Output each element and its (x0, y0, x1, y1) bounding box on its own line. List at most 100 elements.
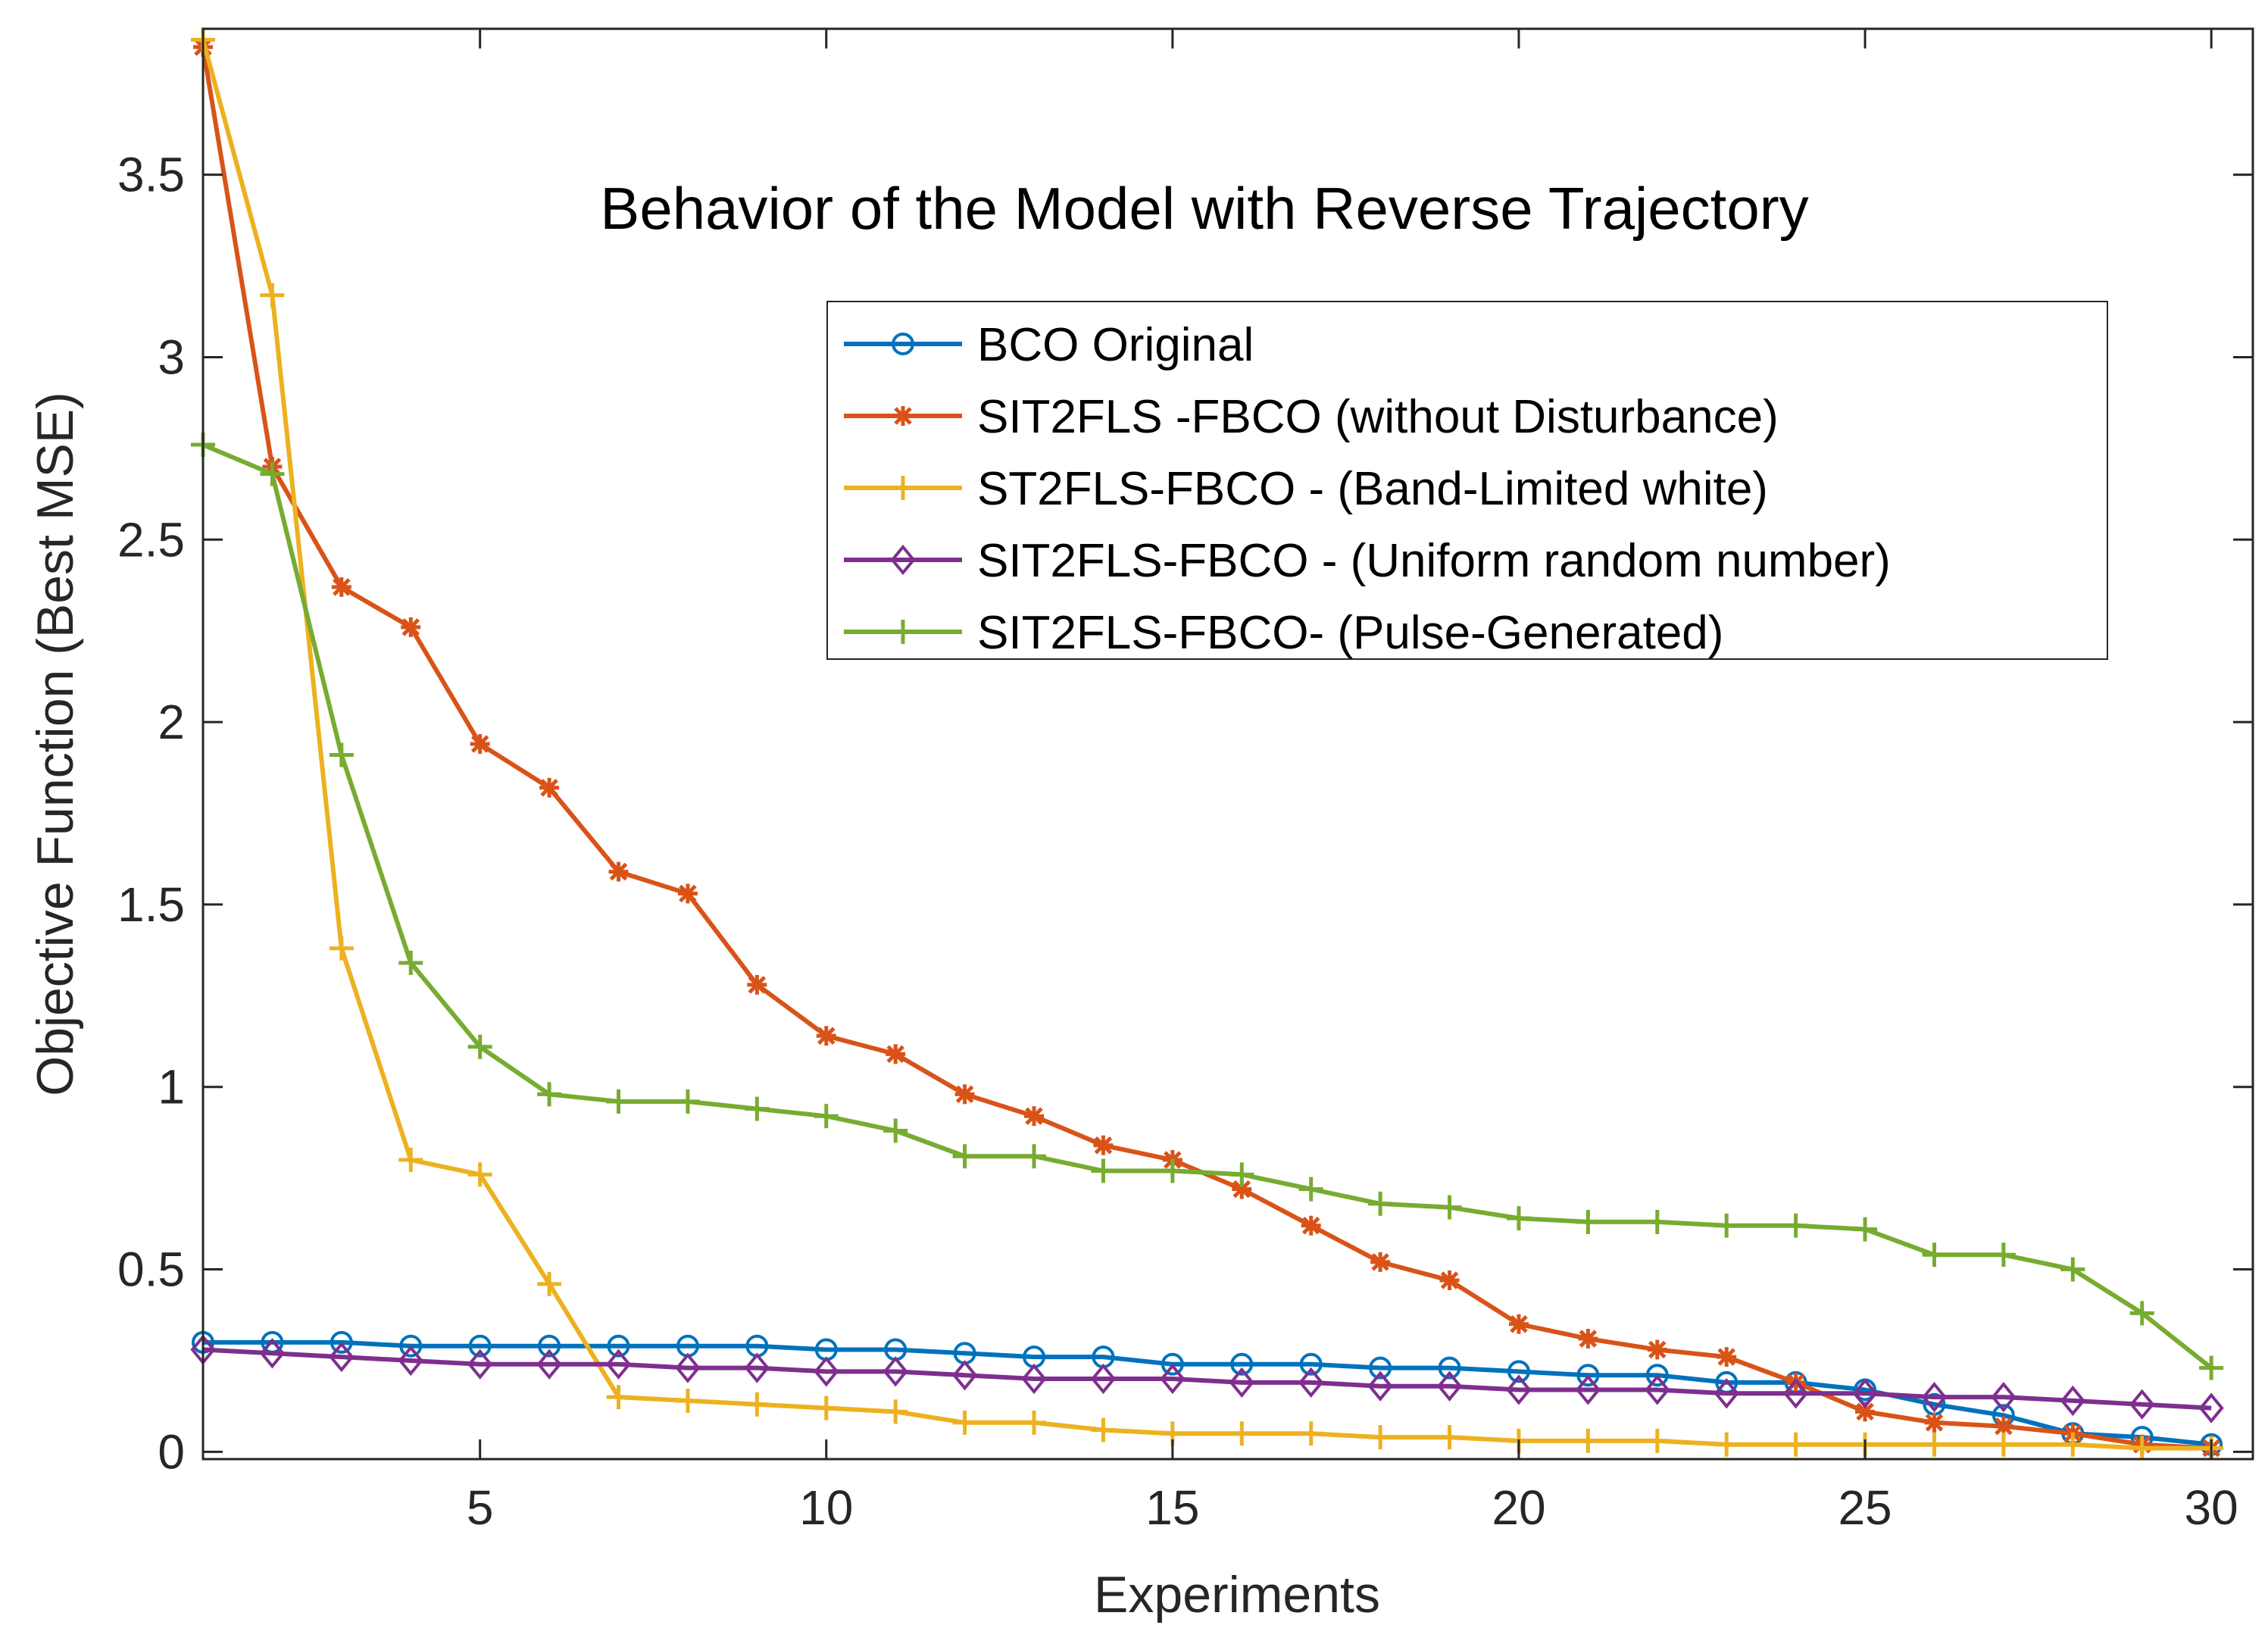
data-point (605, 1349, 632, 1380)
y-tick-label: 2.5 (117, 512, 185, 567)
data-point (745, 1096, 770, 1121)
data-point (260, 461, 285, 486)
data-point (1647, 1339, 1667, 1360)
data-point (1022, 1144, 1047, 1169)
data-point (1783, 1378, 1809, 1409)
data-point (1229, 1162, 1254, 1187)
data-point (1993, 1416, 2013, 1436)
data-point (1645, 1428, 1670, 1453)
x-tick-label: 10 (799, 1480, 853, 1535)
x-tick-label: 15 (1145, 1480, 1199, 1535)
axes-box (201, 27, 2254, 1461)
data-point (329, 1341, 355, 1373)
legend-marker (891, 620, 915, 644)
legend: BCO Original SIT2FLS -FBCO (without Distu… (826, 301, 2108, 660)
data-point (1229, 1421, 1254, 1446)
data-point (1506, 1206, 1531, 1231)
data-point (259, 1338, 286, 1369)
data-point (883, 1356, 908, 1387)
data-point (1783, 1432, 1808, 1457)
data-point (2199, 1355, 2224, 1380)
data-point (883, 1118, 908, 1143)
series-sit2fls-fbco-uniform-random-number (190, 1334, 2224, 1424)
data-point (606, 1089, 631, 1114)
data-point (1921, 1381, 1948, 1413)
legend-box (826, 301, 2108, 660)
data-point (2129, 1436, 2154, 1461)
data-point (537, 1082, 562, 1107)
data-point (952, 1144, 977, 1169)
data-point (745, 1392, 770, 1417)
y-tick-label: 2 (158, 695, 185, 749)
data-point (398, 1345, 423, 1377)
data-point (1091, 1158, 1116, 1183)
data-point (2129, 1389, 2155, 1420)
data-point (677, 883, 698, 904)
data-point (1717, 1347, 1737, 1367)
data-point (1714, 1213, 1739, 1238)
legend-marker (893, 406, 913, 426)
data-point (814, 1104, 839, 1129)
data-point (1093, 1135, 1114, 1155)
data-point (886, 1044, 906, 1064)
y-tick-label: 3 (158, 330, 185, 384)
legend-label: SIT2FLS-FBCO- (Pulse-Generated) (977, 607, 1723, 659)
data-point (1232, 1179, 1252, 1199)
data-point (329, 936, 354, 961)
data-point (1160, 1158, 1185, 1183)
data-point (1645, 1364, 1669, 1387)
data-point (536, 1349, 562, 1380)
data-point (330, 1330, 353, 1354)
x-tick-label: 30 (2185, 1480, 2238, 1535)
chart-title: Behavior of the Model with Reverse Traje… (600, 175, 1808, 242)
data-point (883, 1399, 908, 1424)
data-point (747, 974, 767, 995)
data-point (1852, 1378, 1878, 1409)
data-point (467, 1349, 493, 1380)
data-point (467, 1162, 492, 1187)
x-tick-label: 25 (1838, 1480, 1892, 1535)
data-point (398, 950, 423, 975)
data-point (1437, 1425, 1462, 1450)
y-tick-label: 1.5 (117, 877, 185, 932)
data-point (1439, 1270, 1460, 1290)
data-point (675, 1089, 700, 1114)
data-point (744, 1352, 770, 1383)
data-point (2198, 1392, 2224, 1424)
data-point (1922, 1432, 1947, 1457)
data-point (1091, 1417, 1116, 1442)
data-point (2060, 1432, 2085, 1457)
series-layer (190, 27, 2224, 1461)
data-point (2060, 1385, 2085, 1417)
y-axis-label: Objective Function (Best MSE) (27, 392, 84, 1096)
data-point (608, 861, 629, 882)
data-point (1853, 1217, 1878, 1242)
data-point (2060, 1257, 2085, 1282)
data-point (1298, 1177, 1323, 1202)
x-tick-label: 20 (1492, 1480, 1545, 1535)
series-sit2fls-fbco-pulse-generated (191, 433, 2224, 1380)
data-point (1645, 1374, 1670, 1405)
data-point (1575, 1374, 1601, 1405)
y-tick-label: 3.5 (117, 148, 185, 202)
data-point (1024, 1106, 1045, 1127)
legend-label: ST2FLS-FBCO - (Band-Limited white) (977, 463, 1768, 515)
data-point (1783, 1213, 1808, 1238)
data-point (675, 1388, 700, 1413)
legend-entry-bco-original: BCO Original (844, 319, 1254, 371)
legend-marker (890, 544, 916, 576)
data-point (606, 1385, 631, 1410)
data-point (1298, 1421, 1323, 1446)
data-point (470, 734, 490, 754)
data-point (1090, 1363, 1117, 1395)
data-point (1991, 1242, 2016, 1267)
data-point (538, 1334, 561, 1358)
data-point (1367, 1370, 1393, 1402)
legend-marker (892, 333, 914, 355)
data-point (1576, 1428, 1601, 1453)
axes-layer: 5 10 15 20 25 30 0 0.5 1 1.5 2 2.5 3 3.5 (117, 27, 2254, 1535)
data-point (1436, 1370, 1463, 1402)
y-tick-label: 1 (158, 1060, 185, 1114)
